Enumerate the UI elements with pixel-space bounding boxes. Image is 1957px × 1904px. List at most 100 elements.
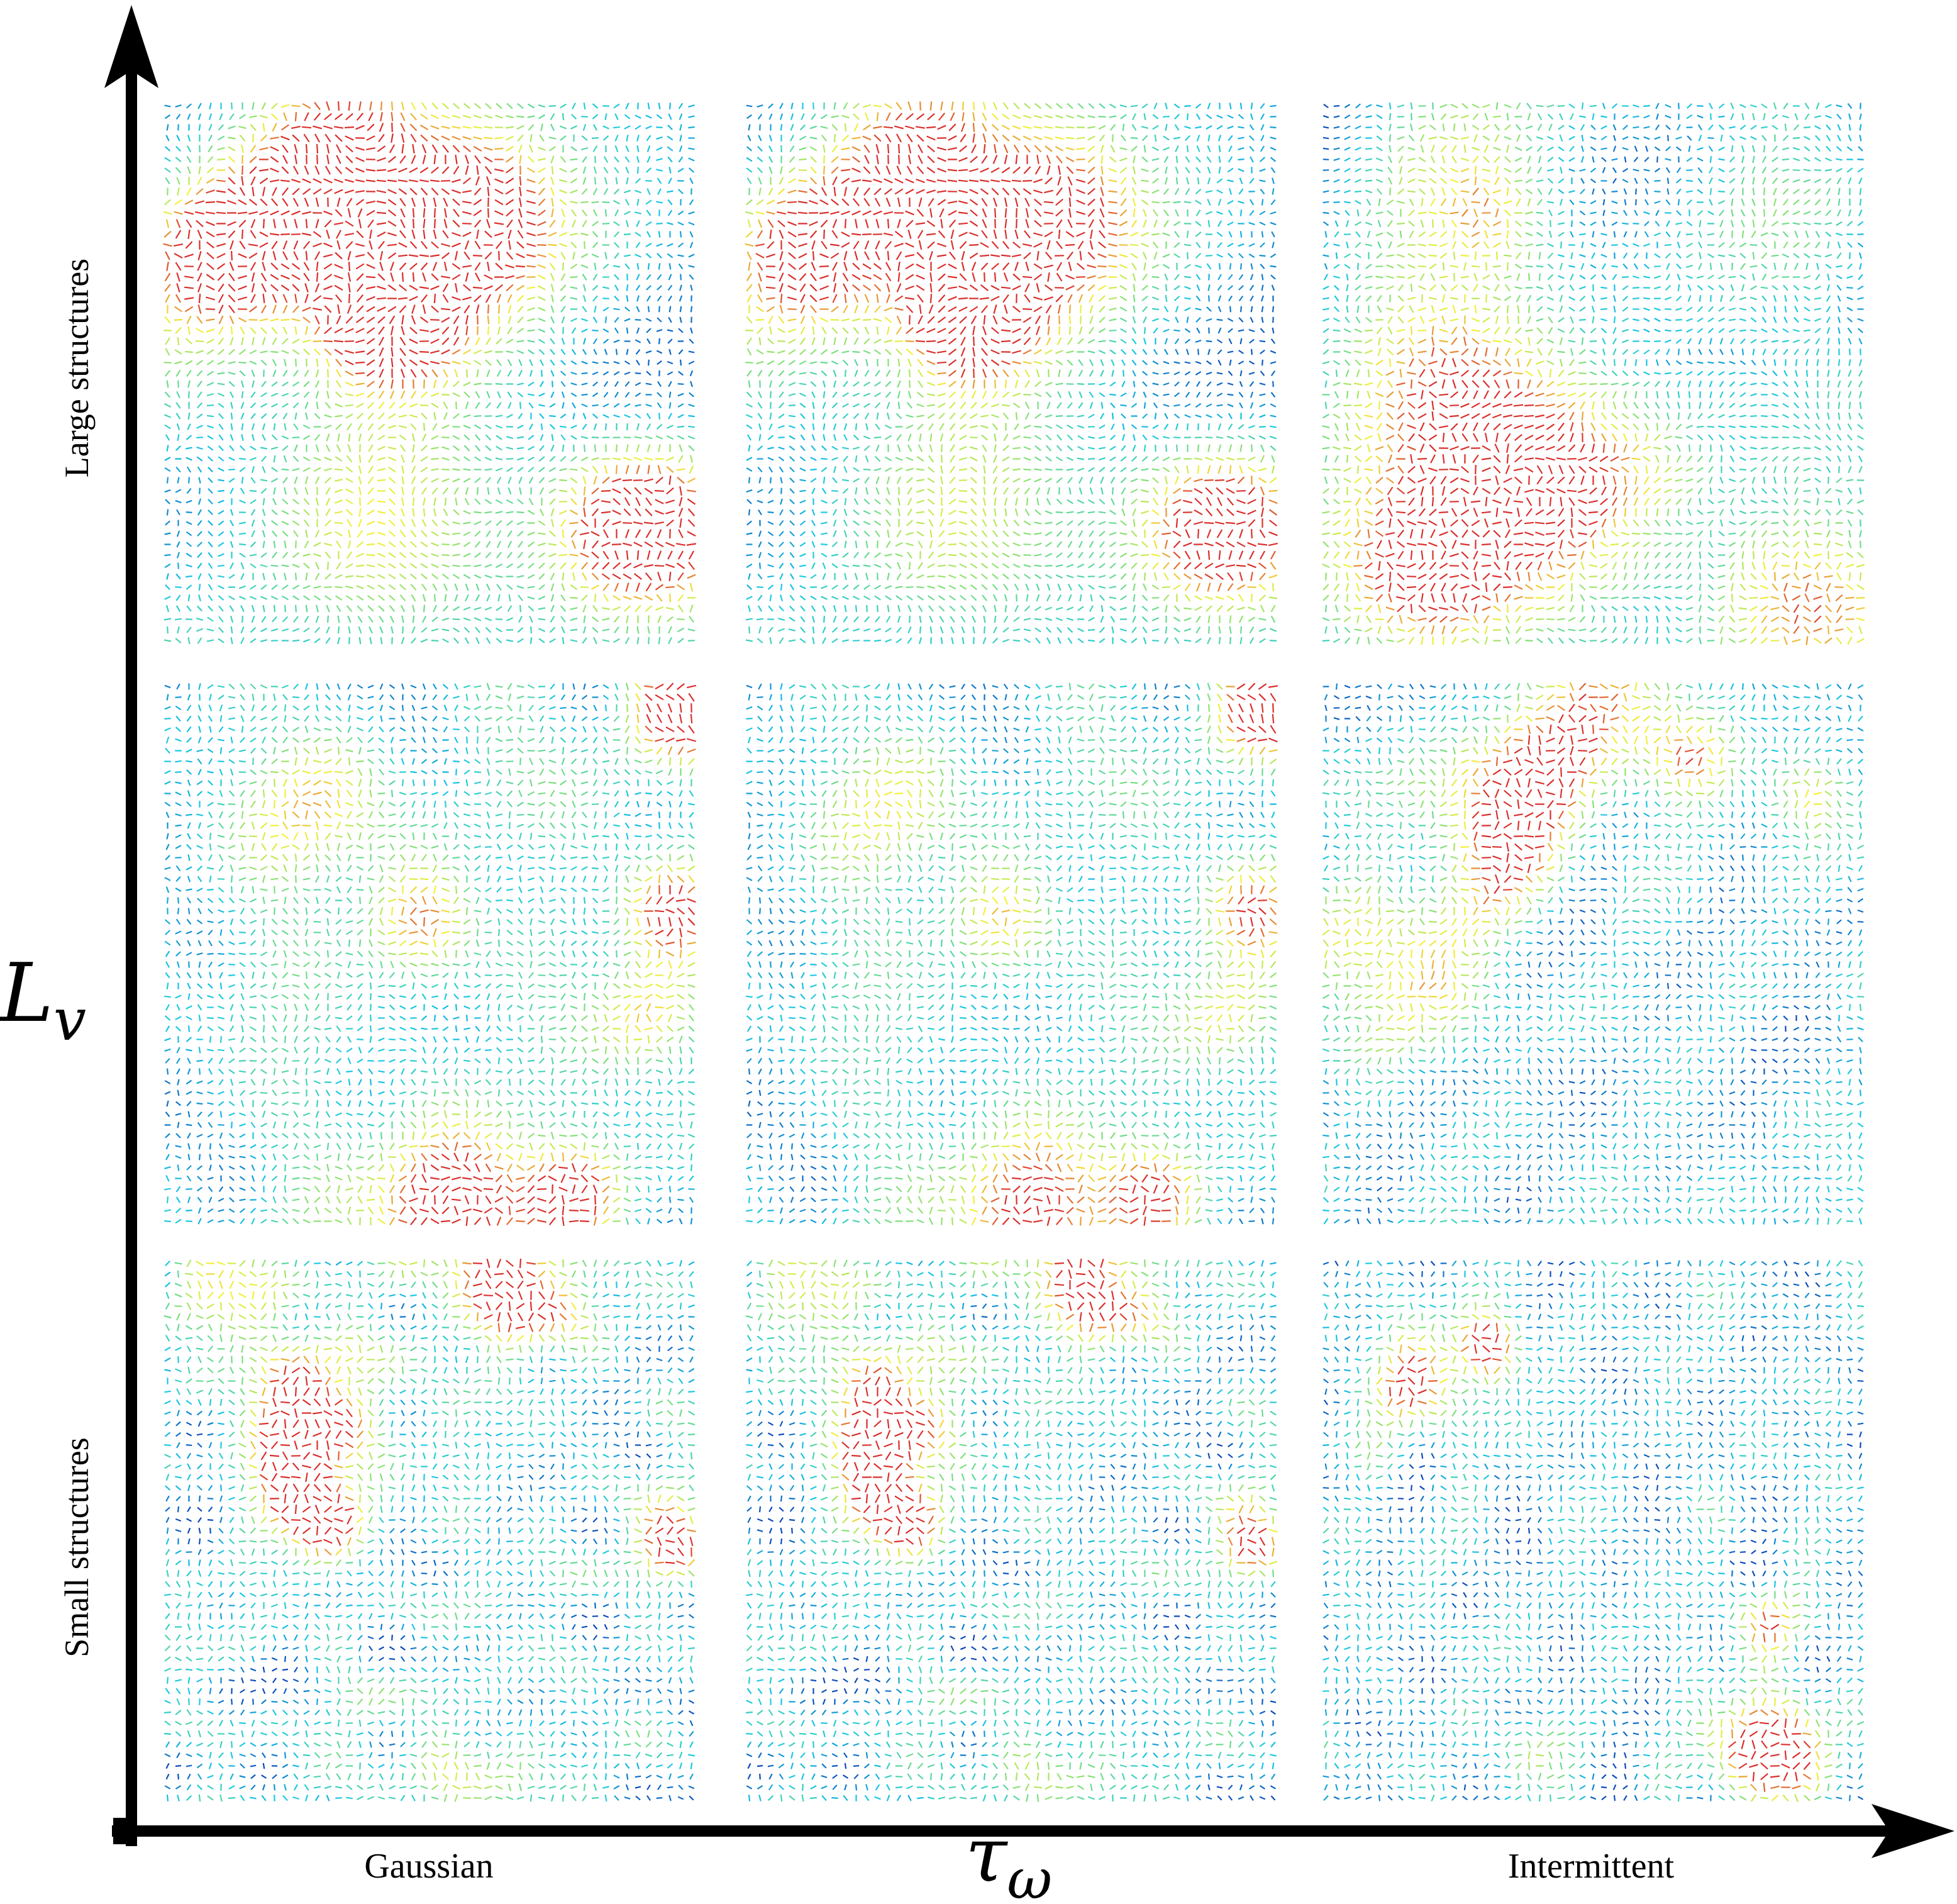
quiver-arrows xyxy=(197,1399,684,1715)
quiver-arrows xyxy=(991,1293,1178,1587)
quiver-arrows xyxy=(1397,855,1405,860)
quiver-arrows xyxy=(799,1314,956,1479)
quiver-arrows xyxy=(853,1260,860,1267)
quiver-arrows xyxy=(1558,909,1682,1126)
quiver-arrows xyxy=(831,1345,1050,1770)
quiver-arrows xyxy=(208,284,619,580)
quiver-arrows xyxy=(166,684,374,1075)
quiver-arrows xyxy=(1718,242,1758,248)
quiver-arrows xyxy=(748,897,816,1139)
quiver-arrows xyxy=(358,1526,674,1577)
quiver-arrows xyxy=(1365,350,1373,354)
quiver-arrows xyxy=(433,1570,651,1801)
quiver-arrows xyxy=(1770,596,1780,600)
quiver-arrows xyxy=(906,941,1277,1222)
quiver-arrows xyxy=(646,1003,651,1012)
quiver-arrows xyxy=(831,360,1148,613)
quiver-arrows xyxy=(1385,403,1627,496)
quiver-arrows xyxy=(1377,380,1382,388)
quiver-arrows xyxy=(186,488,213,558)
quiver-arrows xyxy=(1344,705,1767,1223)
quiver-arrows xyxy=(164,1260,682,1747)
quiver-arrows xyxy=(367,823,448,1108)
quiver-arrows xyxy=(239,1656,567,1758)
quiver-arrows xyxy=(1431,113,1821,547)
quiver-arrows xyxy=(668,316,672,323)
quiver-arrows xyxy=(758,694,1245,1171)
quiver-arrows xyxy=(875,370,1201,634)
quiver-arrows xyxy=(422,1569,650,1781)
quiver-arrows xyxy=(1450,778,1703,948)
quiver-arrows xyxy=(1226,1508,1235,1510)
quiver-arrows xyxy=(1397,433,1790,613)
quiver-arrows xyxy=(863,854,1149,1193)
quiver-arrows xyxy=(1634,145,1649,162)
quiver-arrows xyxy=(527,115,598,196)
quiver-arrows xyxy=(1119,317,1128,323)
quiver-arrows xyxy=(452,360,461,365)
quiver-arrows xyxy=(755,319,904,342)
quiver-arrows xyxy=(790,103,1265,504)
quiver-arrows xyxy=(809,683,1202,1137)
quiver-arrows xyxy=(623,1498,631,1500)
quiver-arrows xyxy=(1432,789,1820,1118)
quiver-arrows xyxy=(767,1262,1266,1780)
quiver-arrows xyxy=(335,114,567,545)
quiver-arrows xyxy=(992,791,1266,1161)
quiver-arrows xyxy=(570,1143,578,1150)
quiver-arrows xyxy=(1216,359,1265,376)
quiver-arrows xyxy=(602,1185,610,1193)
quiver-arrows xyxy=(633,909,643,913)
quiver-arrows xyxy=(843,1291,1233,1567)
quiver-arrows xyxy=(164,683,586,1126)
quiver-arrows xyxy=(1012,564,1021,568)
quiver-arrows xyxy=(1228,284,1275,333)
quiver-arrows xyxy=(238,1281,247,1288)
quiver-arrows xyxy=(1333,1305,1865,1791)
quiver-arrows xyxy=(441,394,610,527)
quiver-arrows xyxy=(165,177,578,621)
quiver-arrows xyxy=(1322,242,1864,334)
quiver-arrows xyxy=(163,112,297,247)
quiver-arrows xyxy=(305,888,618,1149)
quiver-arrows xyxy=(895,876,1267,1203)
quiver-arrows xyxy=(1322,1293,1757,1748)
quiver-arrows xyxy=(496,1762,502,1770)
quiver-arrows xyxy=(1333,811,1853,1193)
quiver-arrows xyxy=(1344,329,1480,527)
quiver-arrows xyxy=(1355,704,1863,1191)
quiver-arrows xyxy=(1322,1292,1766,1800)
quiver-arrows xyxy=(959,801,1158,838)
quiver-arrows xyxy=(229,1420,661,1747)
quiver-arrows xyxy=(252,102,650,634)
quiver-arrows xyxy=(1087,275,1096,279)
quiver-arrows xyxy=(1377,684,1788,1095)
quiver-arrows xyxy=(748,103,1221,505)
quiver-arrows xyxy=(820,1259,1028,1695)
quiver-arrows xyxy=(539,757,545,765)
quiver-arrows xyxy=(852,156,860,163)
quiver-arrows xyxy=(197,779,524,1040)
quiver-arrows xyxy=(1322,1272,1843,1801)
quiver-arrows xyxy=(1014,1517,1019,1523)
quiver-arrows xyxy=(918,1537,923,1546)
quiver-arrows xyxy=(1697,114,1853,311)
quiver-arrows xyxy=(388,747,598,1075)
quiver-arrows xyxy=(231,102,233,110)
quiver-arrows xyxy=(1325,694,1661,905)
quiver-arrows xyxy=(748,413,1178,612)
quiver-arrows xyxy=(1322,1261,1819,1800)
quiver-arrows xyxy=(1335,1281,1862,1791)
quiver-arrows xyxy=(302,747,576,1139)
quiver-arrows xyxy=(778,1337,1221,1756)
quiver-arrows xyxy=(314,832,620,1203)
quiver-arrows xyxy=(1653,737,1661,743)
quiver-arrows xyxy=(175,1356,684,1778)
quiver-arrows xyxy=(283,682,631,1095)
quiver-arrows xyxy=(176,146,557,601)
quiver-arrows xyxy=(757,262,763,271)
quiver-arrows xyxy=(1355,800,1595,1043)
quiver-arrows xyxy=(770,1335,1266,1747)
quiver-arrows xyxy=(476,1410,587,1652)
quiver-arrows xyxy=(1333,940,1809,1149)
